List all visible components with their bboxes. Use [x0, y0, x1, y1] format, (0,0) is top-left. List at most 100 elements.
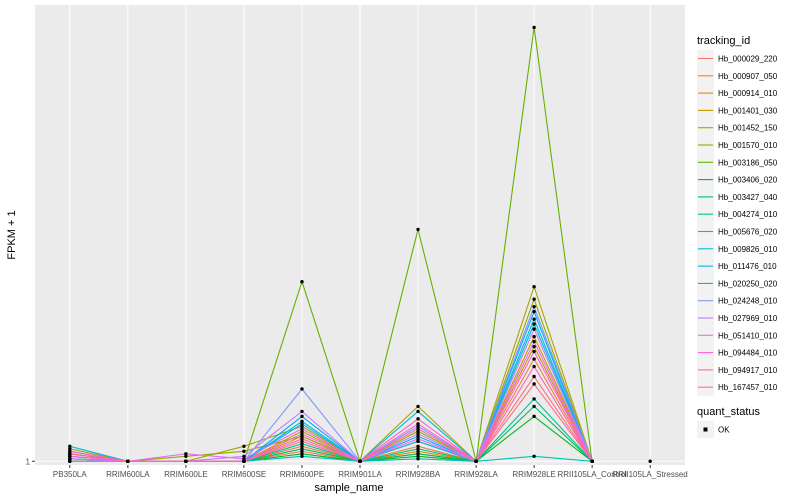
legend-label: Hb_005676_020 — [718, 228, 778, 237]
legend2-title: quant_status — [697, 406, 760, 418]
data-point — [532, 309, 536, 314]
data-point — [300, 439, 304, 444]
legend-label: Hb_000029_220 — [718, 55, 778, 64]
legend-tracking-id: tracking_id Hb_000029_220 Hb_000907_050 Hb… — [697, 35, 778, 396]
data-point — [532, 317, 536, 321]
data-point — [184, 452, 188, 456]
data-point — [474, 459, 478, 463]
legend-label: Hb_000914_010 — [718, 89, 778, 98]
x-axis: PB350LA RRIM600LA RRIM600LE RRIM600SE RRIM60… — [53, 465, 688, 479]
data-point — [300, 442, 304, 446]
data-point — [300, 424, 304, 429]
data-point — [416, 452, 420, 456]
data-point — [532, 357, 536, 361]
x-tick-label: PB350LA — [53, 470, 87, 479]
data-point — [184, 454, 188, 458]
x-axis-title: sample_name — [314, 482, 383, 494]
data-point — [532, 25, 536, 30]
legend-label: Hb_020250_020 — [718, 279, 778, 288]
grid-lines — [35, 5, 685, 465]
y-axis: 1 — [26, 457, 35, 466]
data-point — [532, 374, 536, 379]
data-point — [300, 387, 304, 391]
data-point — [532, 382, 536, 386]
data-point — [648, 459, 652, 463]
data-point — [300, 454, 304, 458]
legend-title: tracking_id — [697, 35, 750, 47]
x-tick-label: RRIM928BA — [396, 470, 441, 479]
data-point — [300, 419, 304, 424]
data-point — [242, 459, 246, 463]
data-point — [416, 449, 420, 453]
data-point — [416, 404, 420, 409]
data-point — [532, 364, 536, 369]
data-point — [532, 414, 536, 419]
data-point — [242, 454, 246, 458]
data-point — [300, 447, 304, 451]
legend-quant-status: quant_status OK — [697, 406, 760, 438]
legend-label: Hb_001570_010 — [718, 141, 778, 150]
data-point — [68, 447, 72, 451]
legend-label: Hb_027969_010 — [718, 314, 778, 323]
x-tick-label: RRII105LA_Control — [557, 470, 627, 479]
data-point — [532, 454, 536, 458]
series-line — [69, 383, 593, 463]
data-point — [300, 437, 304, 441]
data-point — [416, 434, 420, 439]
data-point — [416, 437, 420, 441]
data-point — [416, 427, 420, 431]
data-point — [532, 404, 536, 409]
x-tick-label: RRIM928LE — [512, 470, 556, 479]
data-point — [532, 344, 536, 349]
data-point — [416, 417, 420, 421]
data-point — [68, 444, 72, 449]
data-point — [532, 397, 536, 401]
legend2-key-marker — [703, 427, 708, 432]
series-lines — [69, 27, 593, 464]
data-point — [68, 454, 72, 458]
legend-label: Hb_094484_010 — [718, 349, 778, 358]
data-point — [300, 429, 304, 434]
data-point — [532, 304, 536, 309]
data-point — [416, 454, 420, 458]
data-point — [300, 452, 304, 456]
data-point — [532, 349, 536, 354]
x-tick-label: RRIM600SE — [222, 470, 266, 479]
data-point — [300, 427, 304, 431]
data-point — [416, 447, 420, 451]
legend-label: Hb_003427_040 — [718, 193, 778, 202]
data-point — [68, 457, 72, 461]
legend-label: Hb_094917_010 — [718, 366, 778, 375]
data-point — [358, 459, 362, 463]
data-point — [242, 444, 246, 449]
data-point — [300, 434, 304, 439]
x-tick-label: RRIM901LA — [338, 470, 382, 479]
data-point — [184, 459, 188, 463]
data-point — [416, 429, 420, 434]
data-point — [416, 424, 420, 429]
legend-label: Hb_003186_050 — [718, 158, 778, 167]
data-point — [532, 334, 536, 339]
legend-label: Hb_011476_010 — [718, 262, 777, 271]
x-tick-label: RRII105LA_Stressed — [613, 470, 688, 479]
x-tick-label: RRIM600PE — [280, 470, 324, 479]
data-point — [590, 459, 594, 463]
data-point — [532, 339, 536, 344]
legend2-label: OK — [718, 426, 730, 435]
x-tick-label: RRIM600LA — [106, 470, 150, 479]
x-tick-label: RRIM928LA — [454, 470, 498, 479]
data-point — [532, 285, 536, 289]
data-point — [532, 322, 536, 326]
data-point — [300, 444, 304, 449]
legend-label: Hb_000907_050 — [718, 72, 778, 81]
data-point — [416, 409, 420, 414]
y-tick-label: 1 — [26, 457, 31, 466]
x-tick-label: RRIM600LE — [164, 470, 208, 479]
data-point — [300, 422, 304, 426]
data-point — [242, 457, 246, 461]
data-point — [416, 422, 420, 426]
data-point — [300, 449, 304, 453]
legend-label: Hb_024248_010 — [718, 297, 778, 306]
data-point — [532, 297, 536, 301]
